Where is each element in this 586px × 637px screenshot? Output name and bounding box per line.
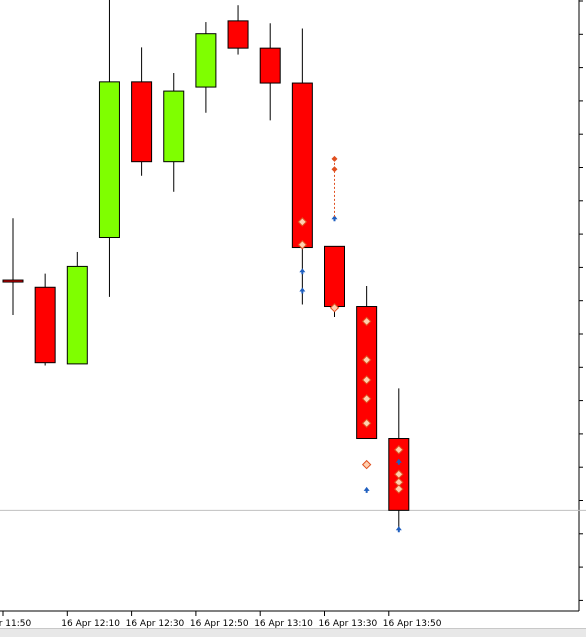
time-tick-label: 16 Apr 12:50 — [190, 619, 249, 629]
trade-marker-arrow — [299, 268, 306, 275]
trade-marker-diamond — [361, 316, 372, 327]
candles — [2, 0, 410, 532]
candle-body — [227, 20, 249, 49]
trade-marker-diamond — [361, 375, 372, 385]
trade-marker-arrow — [395, 526, 402, 533]
candle-body — [131, 81, 153, 163]
trade-marker-dot — [331, 166, 338, 173]
candle-body — [34, 286, 56, 364]
candle-body — [2, 279, 24, 283]
trade-marker-diamond — [361, 418, 372, 428]
trade-markers — [297, 155, 404, 533]
candle-body — [66, 265, 88, 365]
price-grid — [579, 0, 583, 601]
candle-body — [259, 47, 281, 84]
time-axis-ticks: pr 11:50 16 Apr 12:10 16 Apr 12:30 16 Apr 1… — [0, 611, 442, 629]
time-tick-label: 16 Apr 13:50 — [383, 619, 442, 629]
trade-marker-diamond — [361, 394, 372, 404]
candle-body — [163, 90, 185, 163]
trade-marker-arrow — [331, 215, 338, 222]
trade-marker-arrow — [395, 458, 402, 465]
trade-marker-diamond — [297, 240, 308, 250]
candle-body — [98, 81, 120, 239]
candle-body — [195, 33, 217, 88]
trade-marker-diamond — [361, 355, 372, 365]
time-tick-label: 16 Apr 13:30 — [319, 619, 378, 629]
candle-body — [324, 245, 345, 308]
horizontal-scrollbar[interactable] — [0, 628, 586, 637]
trade-marker-diamond — [394, 484, 404, 494]
trade-marker-diamond — [329, 303, 340, 313]
trade-marker-diamond — [394, 445, 404, 455]
time-tick-label: 16 Apr 13:10 — [254, 619, 313, 629]
trade-marker-arrow — [363, 486, 370, 493]
trade-marker-diamond — [361, 459, 372, 470]
time-tick-label: 16 Apr 12:10 — [61, 619, 120, 629]
trade-marker-arrow — [299, 287, 306, 294]
time-tick-label: pr 11:50 — [0, 619, 31, 629]
candle-body — [356, 306, 378, 440]
time-tick-label: 16 Apr 12:30 — [126, 619, 185, 629]
trade-marker-diamond — [297, 217, 308, 227]
